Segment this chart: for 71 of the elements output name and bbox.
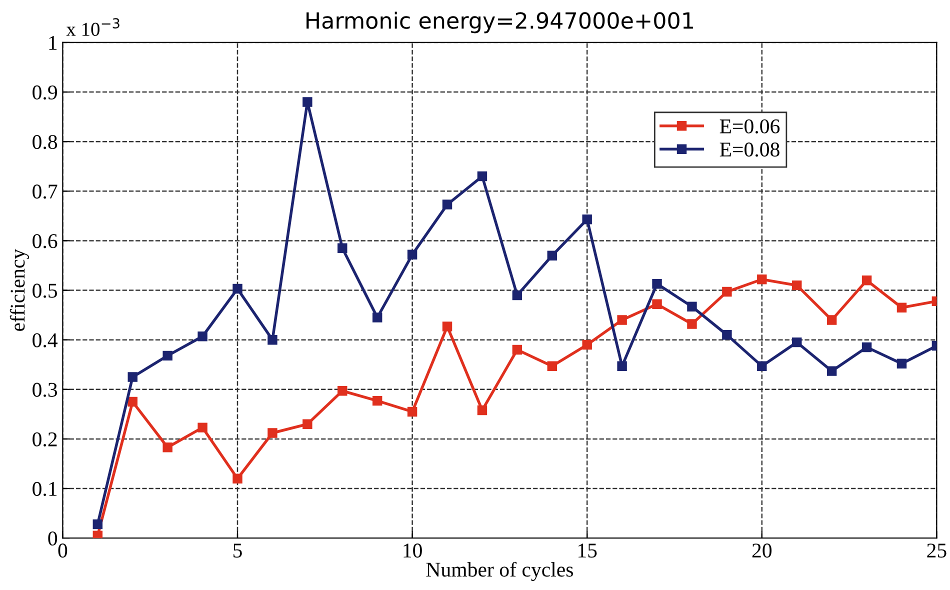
point [826, 366, 837, 376]
point [652, 278, 662, 289]
point [582, 214, 592, 224]
legend-label: E=0.06 [720, 119, 780, 134]
point [862, 276, 872, 286]
point [687, 302, 697, 312]
point [477, 171, 488, 182]
point [792, 337, 802, 348]
point [407, 406, 418, 417]
point [652, 299, 662, 310]
point [757, 274, 767, 284]
point [198, 332, 208, 342]
point [198, 422, 208, 432]
text: x 10$^{−3}$ [66, 18, 120, 36]
x-tick-label: 0 [58, 544, 68, 558]
point [128, 372, 138, 382]
point [268, 428, 278, 438]
y-tick-label: 0.9 [32, 85, 57, 100]
point [162, 442, 172, 452]
point [407, 250, 418, 260]
x-axis-title: Number of cycles [426, 562, 573, 581]
chart-title: Harmonic energy=2.947000e+001 [306, 12, 693, 34]
point [792, 280, 802, 290]
x-tick-label: 15 [578, 544, 597, 558]
point [268, 334, 278, 345]
point [617, 315, 627, 325]
point [477, 405, 488, 416]
y-tick-label: 0.3 [32, 382, 58, 397]
point [862, 342, 872, 352]
point [722, 330, 732, 340]
y-tick-label: 0.8 [32, 134, 58, 150]
point [582, 340, 592, 350]
x-tick-label: 5 [234, 544, 242, 558]
y-axis-title: efficiency [10, 248, 30, 331]
y-tick-label: 0.6 [32, 234, 58, 248]
y-tick-label: 0.5 [32, 284, 58, 298]
point [826, 315, 837, 325]
point [162, 350, 172, 361]
point [757, 361, 767, 371]
y-tick-label: 0.1 [32, 482, 57, 496]
x-tick-label: 25 [927, 544, 946, 558]
point [92, 530, 103, 538]
point [547, 250, 557, 260]
point [512, 344, 522, 355]
x-tick-label: 20 [752, 544, 772, 558]
point [547, 361, 557, 371]
point [302, 419, 312, 429]
point [372, 396, 382, 406]
point [232, 474, 242, 484]
point [92, 519, 103, 530]
y-tick-label: 0.2 [32, 432, 57, 446]
point [302, 97, 312, 107]
y-tick-label: 0 [48, 531, 58, 546]
point [372, 312, 382, 322]
point [617, 361, 627, 371]
point [442, 200, 452, 210]
point [232, 284, 242, 294]
point [687, 319, 697, 329]
point [338, 386, 348, 396]
point [512, 290, 522, 300]
y-tick-label: 0.4 [32, 333, 58, 348]
x-tick-label: 10 [404, 544, 422, 558]
point [896, 358, 907, 368]
point [896, 302, 907, 312]
point [442, 322, 452, 332]
y-tick-label: 0.7 [32, 184, 58, 199]
legend-label: E=0.08 [720, 142, 780, 157]
y-tick-label: 1 [49, 36, 57, 50]
point [128, 396, 138, 407]
point [338, 243, 348, 254]
point [722, 286, 732, 297]
